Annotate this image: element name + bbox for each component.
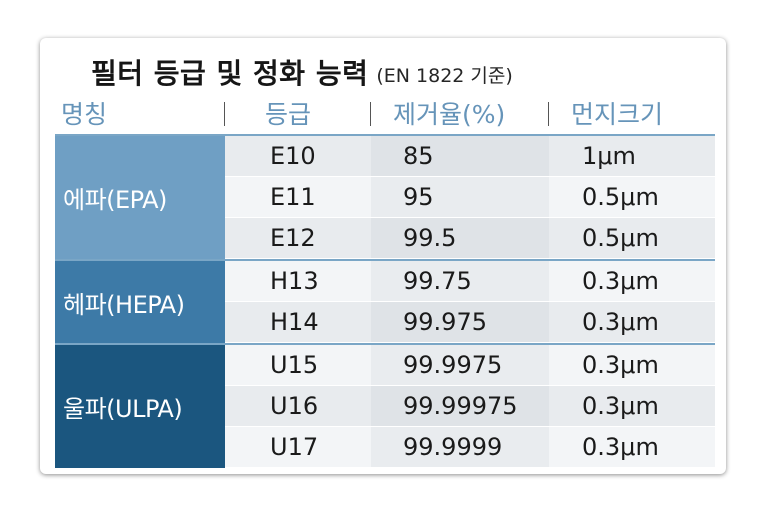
group-ulpa: 울파(ULPA) U15 99.9975 0.3μm U16 99.99975 …: [55, 345, 715, 468]
size-cell: 0.5μm: [582, 224, 659, 252]
size-cell: 0.3μm: [582, 267, 659, 295]
size-cell: 0.3μm: [582, 351, 659, 379]
filter-table: 에파(EPA) E10 85 1μm E11 95 0.5μm E12 99.5…: [55, 136, 715, 468]
rate-cell: 99.75: [371, 261, 549, 301]
size-cell: 0.3μm: [582, 433, 659, 461]
header-grade: 등급: [225, 92, 371, 134]
group-divider: [55, 343, 715, 345]
grade-cell: U16: [270, 392, 319, 420]
table-row: E11 95 0.5μm: [225, 177, 715, 218]
grade-cell: U17: [270, 433, 319, 461]
group-label-hepa: 헤파(HEPA): [55, 261, 225, 343]
header-dust-size: 먼지크기: [571, 100, 664, 129]
grade-cell: U15: [270, 351, 319, 379]
grade-cell: H14: [270, 308, 319, 336]
size-cell: 1μm: [582, 142, 636, 170]
header-removal-rate: 제거율(%): [371, 92, 549, 134]
rate-cell: 99.99975: [371, 386, 549, 426]
table-row: H14 99.975 0.3μm: [225, 302, 715, 343]
filter-grade-card: 필터 등급 및 정화 능력 (EN 1822 기준) 명칭 등급 제거율(%) …: [40, 38, 726, 474]
grade-cell: E11: [270, 183, 316, 211]
rate-cell: 99.9975: [371, 345, 549, 385]
rate-cell: 99.975: [371, 302, 549, 342]
group-label-ulpa: 울파(ULPA): [55, 345, 225, 468]
group-divider: [55, 259, 715, 261]
table-row: E12 99.5 0.5μm: [225, 218, 715, 259]
grade-cell: E12: [270, 224, 316, 252]
size-cell: 0.3μm: [582, 392, 659, 420]
table-row: E10 85 1μm: [225, 136, 715, 177]
rate-cell: 99.9999: [371, 427, 549, 467]
grade-cell: E10: [270, 142, 316, 170]
page-title: 필터 등급 및 정화 능력: [91, 57, 369, 90]
header-name: 명칭: [55, 92, 225, 134]
size-cell: 0.5μm: [582, 183, 659, 211]
table-row: H13 99.75 0.3μm: [225, 261, 715, 302]
group-hepa: 헤파(HEPA) H13 99.75 0.3μm H14 99.975 0.3μ…: [55, 261, 715, 343]
size-cell: 0.3μm: [582, 308, 659, 336]
title-row: 필터 등급 및 정화 능력 (EN 1822 기준): [55, 48, 715, 92]
rate-cell: 85: [371, 136, 549, 176]
page-subtitle: (EN 1822 기준): [376, 65, 513, 87]
rate-cell: 95: [371, 177, 549, 217]
table-row: U17 99.9999 0.3μm: [225, 427, 715, 468]
table-row: U15 99.9975 0.3μm: [225, 345, 715, 386]
group-epa: 에파(EPA) E10 85 1μm E11 95 0.5μm E12 99.5…: [55, 136, 715, 259]
grade-cell: H13: [270, 267, 319, 295]
rate-cell: 99.5: [371, 218, 549, 258]
group-label-epa: 에파(EPA): [55, 136, 225, 259]
table-header: 명칭 등급 제거율(%) 먼지크기: [55, 92, 715, 136]
table-row: U16 99.99975 0.3μm: [225, 386, 715, 427]
